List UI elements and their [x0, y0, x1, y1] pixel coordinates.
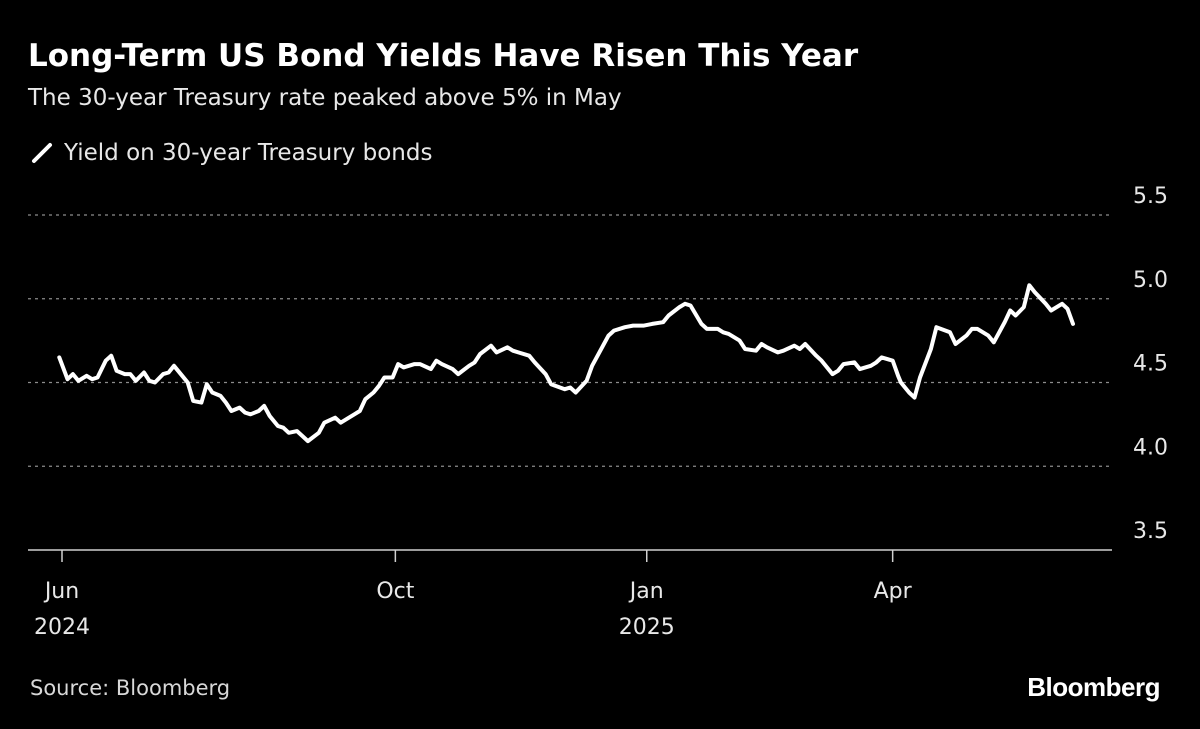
legend: Yield on 30-year Treasury bonds [30, 140, 432, 166]
y-tick-label: 3.5 [1133, 519, 1168, 544]
grid-layer [28, 214, 1112, 467]
series-line-30y-treasury-yield [57, 283, 1075, 444]
bloomberg-logo: Bloomberg [1027, 672, 1160, 702]
chart-title: Long-Term US Bond Yields Have Risen This… [28, 38, 859, 74]
x-tick-label: Jan [628, 579, 664, 604]
y-tick-label: 4.0 [1133, 435, 1168, 460]
series-layer [57, 283, 1075, 444]
y-tick-label: 5.5 [1133, 184, 1168, 209]
y-tick-label: 4.5 [1133, 352, 1168, 377]
legend-line-icon [32, 143, 52, 163]
y-tick-label: 5.0 [1133, 268, 1168, 293]
x-tick-sublabel: 2024 [34, 615, 90, 640]
axis-layer: 3.5 4.0 4.5 5.0 5.5 Jun 2024 Oct Jan 2025 Apr [28, 184, 1168, 640]
x-tick-label: Oct [376, 579, 414, 604]
legend-label: Yield on 30-year Treasury bonds [64, 140, 433, 166]
x-tick-label: Apr [874, 579, 913, 604]
chart-subtitle: The 30-year Treasury rate peaked above 5… [28, 85, 622, 111]
x-tick-sublabel: 2025 [619, 615, 675, 640]
source-note: Source: Bloomberg [30, 676, 231, 700]
x-tick-label: Jun [43, 579, 79, 604]
